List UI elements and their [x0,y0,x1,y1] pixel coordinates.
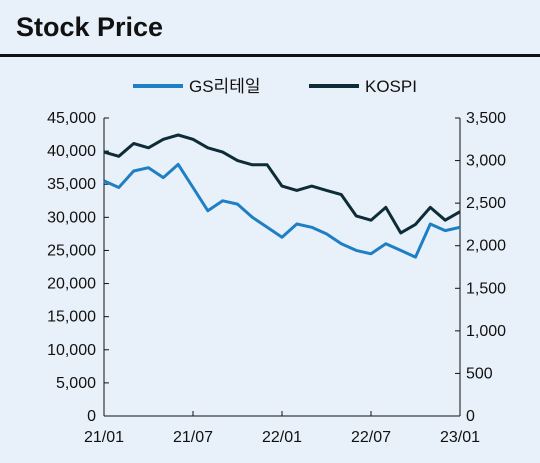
chart-title: Stock Price [16,12,164,42]
left-tick-label: 15,000 [47,309,96,326]
left-tick-label: 35,000 [47,176,96,193]
left-tick-label: 5,000 [56,375,96,392]
right-tick-label: 1,000 [466,323,506,340]
right-tick-label: 1,500 [466,280,506,297]
right-tick-label: 0 [466,408,475,425]
x-tick-label: 23/01 [440,429,480,446]
series-line-2 [103,133,461,235]
legend-label-1: GS리테일 [189,77,260,96]
right-tick-label: 2,500 [466,195,506,212]
left-tick-label: 30,000 [47,209,96,226]
left-tick-label: 0 [87,408,96,425]
left-tick-label: 45,000 [47,110,96,127]
right-tick-label: 2,000 [466,238,506,255]
series-line-1 [103,162,461,259]
x-tick-label: 21/07 [173,429,213,446]
x-tick-label: 22/01 [262,429,302,446]
left-tick-label: 20,000 [47,276,96,293]
legend-label-2: KOSPI [365,77,417,96]
x-tick-label: 21/01 [84,429,124,446]
left-tick-label: 25,000 [47,242,96,259]
title-rule [0,54,540,57]
right-tick-label: 500 [466,365,493,382]
right-tick-label: 3,000 [466,153,506,170]
right-tick-label: 3,500 [466,110,506,127]
left-tick-label: 40,000 [47,143,96,160]
left-tick-label: 10,000 [47,342,96,359]
x-tick-label: 22/07 [351,429,391,446]
